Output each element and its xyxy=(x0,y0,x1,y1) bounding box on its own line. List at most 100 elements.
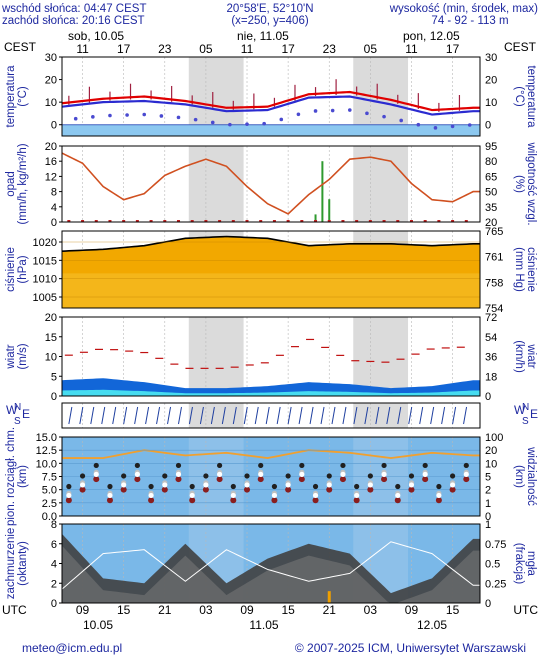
date-label-2: 11.05 xyxy=(249,618,278,632)
y-axis-label: wiatr xyxy=(5,344,17,369)
temp-dot xyxy=(382,114,386,119)
rain-marker xyxy=(218,220,222,222)
wind-arrow xyxy=(342,406,347,425)
night-band xyxy=(188,317,244,396)
y-tick-label-right: 20 xyxy=(485,445,497,457)
y-tick-label: 0 xyxy=(51,217,57,229)
wind-arrow xyxy=(265,406,270,425)
y-tick-label: 1015 xyxy=(33,255,57,267)
cloud-base-dot xyxy=(271,483,278,490)
y-tick-label: 8 xyxy=(51,187,57,199)
cloud-base-dot xyxy=(285,473,291,479)
cloud-base-dot xyxy=(367,473,373,479)
cloud-base-dot xyxy=(121,482,127,488)
wind-arrow xyxy=(397,406,402,425)
cloud-base-dot xyxy=(107,483,113,490)
y-axis-label: ciśnienie xyxy=(5,247,17,292)
y-tick-label-right: 80 xyxy=(485,156,497,168)
y-axis-label-right: ciśnienie xyxy=(525,247,537,292)
rain-marker xyxy=(327,220,331,222)
y-tick-label-right: 0.5 xyxy=(485,559,500,571)
rain-bar xyxy=(314,214,317,222)
y-axis-label-right: (mm Hg) xyxy=(513,247,525,292)
cloud-base-dot xyxy=(340,471,346,477)
pressure-area xyxy=(62,236,480,308)
y-tick-label: 15 xyxy=(45,332,57,344)
footer-email[interactable]: meteo@icm.edu.pl xyxy=(22,641,122,655)
panel-frame xyxy=(61,402,481,429)
night-band xyxy=(353,317,409,396)
cloud-base-dot xyxy=(436,492,442,499)
wind-dir-e: E xyxy=(22,407,30,421)
cloud-base-dot xyxy=(134,462,140,469)
top-hour-label: 05 xyxy=(199,42,213,56)
cloud-base-dot xyxy=(93,471,99,477)
y-tick-label-right: 65 xyxy=(485,171,497,183)
wind-dir-e: E xyxy=(530,407,538,421)
temp-dot xyxy=(399,118,403,123)
cloud-base-dot xyxy=(381,462,387,469)
rain-marker xyxy=(396,220,400,222)
cloud-base-dot xyxy=(175,476,182,483)
rain-marker xyxy=(382,220,386,222)
bottom-hour-label: 09 xyxy=(240,603,254,617)
y-tick-label: 0.0 xyxy=(42,511,57,523)
temp-dot xyxy=(348,108,352,112)
y-axis-label: pion. rozciągł. chm. xyxy=(5,427,17,526)
cloud-base-dot xyxy=(217,471,223,477)
cloud-base-dot xyxy=(258,471,264,477)
cloud-base-dot xyxy=(134,471,140,477)
y-axis-label-right: wiatr xyxy=(525,343,537,368)
wind-arrow xyxy=(375,406,380,425)
wind-arrow xyxy=(123,406,128,425)
y-axis-label: zachmurzenie xyxy=(5,528,17,600)
cloud-base-dot xyxy=(381,476,388,483)
panel-6: 0 2 4 6 8 0 0.25 0.5 0.75 1 zachmurzenie (oktanty) (… xyxy=(5,519,537,610)
cloud-base-dot xyxy=(408,486,415,493)
temperature-line xyxy=(61,90,480,112)
rain-bar xyxy=(328,199,331,222)
top-hour-label: 23 xyxy=(323,42,337,56)
y-tick-label: 5 xyxy=(51,371,57,383)
y-tick-label: 12 xyxy=(45,171,57,183)
rain-marker xyxy=(122,220,126,222)
pressure-shade xyxy=(62,273,480,308)
y-axis-label-right: (km) xyxy=(513,465,525,488)
cloud-base-dot xyxy=(134,476,141,483)
y-tick-label: 20 xyxy=(45,312,57,324)
cloud-base-dot xyxy=(189,492,195,499)
temp-dot xyxy=(467,123,472,127)
cloud-base-dot xyxy=(271,492,278,499)
temp-dot xyxy=(73,116,78,121)
temp-dot xyxy=(313,109,318,113)
y-axis-label: (km) xyxy=(17,465,29,488)
y-tick-label-right: 5 xyxy=(485,472,491,484)
y-axis-label-right: wilgotność wzgl. xyxy=(525,141,537,225)
wind-area xyxy=(62,378,480,396)
wind-arrow xyxy=(331,406,336,425)
y-tick-label: 30 xyxy=(45,52,57,64)
sunrise-text: wschód słońca: 04:47 CEST xyxy=(1,3,146,15)
y-axis-label: (m/s) xyxy=(17,343,29,369)
cloud-base-dot xyxy=(175,471,182,477)
cloud-base-dot xyxy=(367,486,374,493)
wind-arrow xyxy=(254,406,259,425)
wind-arrow xyxy=(419,406,424,425)
cloud-base-dot xyxy=(79,482,86,488)
y-tick-label-right: 20 xyxy=(485,217,497,229)
wind-arrow xyxy=(243,406,248,425)
cloud-base-dot xyxy=(395,483,401,490)
cloud-base-dot xyxy=(463,462,469,469)
cloud-base-dot xyxy=(339,476,346,483)
bottom-hour-label: 15 xyxy=(117,603,131,617)
rain-marker xyxy=(437,220,441,222)
rain-marker xyxy=(67,220,71,222)
wind-dir-w: W xyxy=(6,403,18,417)
bottom-hour-label: 15 xyxy=(281,603,295,617)
panel-frame xyxy=(61,316,481,397)
rain-marker xyxy=(204,220,208,222)
top-hour-label: 05 xyxy=(364,42,378,56)
y-tick-label: 20 xyxy=(45,75,57,87)
